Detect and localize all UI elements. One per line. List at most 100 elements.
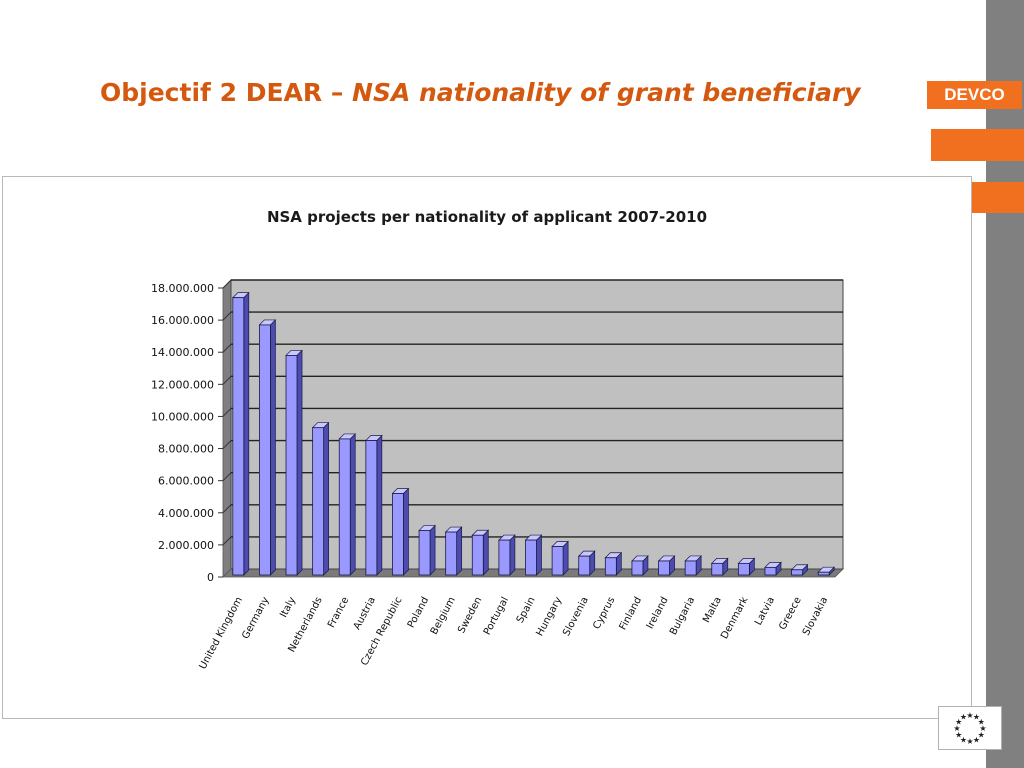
bar [817, 571, 830, 576]
chart-title: NSA projects per nationality of applican… [267, 208, 707, 226]
x-tick-label: Greece [777, 595, 803, 632]
x-tick-label: Ireland [645, 595, 671, 631]
bar-side [562, 540, 569, 576]
x-tick-label: Latvia [753, 595, 777, 627]
x-tick-label: Finland [618, 595, 644, 632]
y-tick-label: 8.000.000 [158, 443, 214, 456]
x-tick-label: Bulgaria [668, 595, 697, 637]
gridline-side [222, 536, 232, 546]
bar [631, 560, 644, 576]
x-tick-label: Portugal [482, 595, 511, 637]
chart-side-wall [222, 279, 232, 578]
x-tick-label: Belgium [429, 595, 458, 636]
bar-side [536, 534, 542, 576]
bar [365, 440, 378, 576]
slide-title-main: Objectif 2 DEAR – [100, 78, 353, 107]
x-tick-label: United Kingdom [198, 595, 245, 671]
bar-side [429, 524, 436, 576]
bar-side [296, 349, 303, 576]
bar [578, 555, 591, 576]
x-tick-label: Germany [240, 595, 271, 641]
bar-side [509, 534, 516, 576]
slide-title-italic: NSA nationality of grant beneficiary [352, 78, 861, 107]
chart-frame: NSA projects per nationality of applican… [2, 176, 972, 719]
bar [684, 560, 697, 576]
y-tick-label: 0 [207, 571, 214, 584]
bar [338, 438, 351, 576]
devco-badge: DEVCO [927, 81, 1022, 109]
eu-star-icon: ★ [966, 737, 973, 746]
bar-chart: NSA projects per nationality of applican… [151, 208, 844, 671]
gridline-side [222, 375, 232, 385]
x-tick-label: Hungary [534, 595, 564, 638]
y-tick-label: 12.000.000 [151, 378, 214, 391]
bar [711, 562, 724, 576]
eu-star-icon: ★ [973, 713, 980, 722]
bar [418, 530, 431, 576]
gridline-side [222, 343, 232, 353]
x-tick-label: Malta [701, 595, 724, 625]
x-tick-label: Poland [406, 595, 431, 630]
bar [525, 539, 537, 576]
bar [498, 539, 511, 576]
y-tick-label: 10.000.000 [151, 410, 214, 423]
bar [658, 560, 670, 576]
y-tick-label: 14.000.000 [151, 346, 214, 359]
bar [445, 531, 458, 576]
bar [232, 297, 245, 576]
x-tick-label: Slovakia [801, 595, 830, 637]
eu-stars-icon: ★ ★★★★★★★★★★★ [953, 711, 986, 746]
y-tick-label: 6.000.000 [158, 475, 214, 488]
eu-star-icon: ★ [955, 731, 962, 740]
x-tick-label: Italy [278, 595, 298, 619]
eu-star-icon: ★ [960, 735, 967, 744]
eu-star-icon: ★ [955, 718, 962, 727]
orange-decor-block-2 [970, 182, 1024, 213]
bar [392, 493, 404, 576]
chart-plot-area [230, 279, 844, 570]
x-tick-label: France [326, 595, 351, 630]
bar-side [270, 319, 276, 576]
bar [312, 427, 325, 576]
y-tick-label: 4.000.000 [158, 507, 214, 520]
gridline-side [222, 408, 232, 417]
eu-star-icon: ★ [973, 735, 980, 744]
bar-side [349, 433, 356, 576]
side-decor-bar [986, 0, 1024, 768]
bar-side [376, 434, 383, 576]
bar [764, 566, 777, 576]
x-tick-label: Spain [515, 595, 538, 625]
bar [471, 534, 484, 576]
eu-star-icon: ★ [960, 713, 967, 722]
eu-star-icon: ★ [978, 718, 985, 727]
y-tick-label: 16.000.000 [151, 314, 214, 327]
x-tick-label: Sweden [456, 595, 484, 635]
orange-decor-block-1 [931, 129, 1024, 161]
bar [285, 355, 298, 576]
x-tick-label: Slovenia [561, 595, 591, 638]
eu-star-icon: ★ [953, 724, 960, 733]
slide-title: Objectif 2 DEAR – NSA nationality of gra… [100, 78, 900, 107]
bar [604, 557, 617, 576]
eu-star-icon: ★ [966, 711, 973, 720]
bar [259, 324, 271, 576]
bar [551, 546, 564, 576]
bar [791, 569, 803, 576]
gridline-side [222, 311, 232, 321]
eu-logo: ★ ★ ★ ★ ★ ★ ★ ★ ★ ★ ★ ★ [938, 706, 1002, 750]
x-tick-label: Denmark [719, 595, 750, 641]
x-tick-label: Austria [352, 595, 378, 631]
y-tick-label: 2.000.000 [158, 539, 214, 552]
bar-side [243, 291, 250, 576]
bar [737, 562, 750, 576]
y-tick-label: 18.000.000 [151, 282, 214, 295]
bar-side [482, 529, 489, 576]
gridline-side [222, 440, 232, 449]
bar-side [456, 526, 463, 576]
gridline-side [222, 504, 232, 514]
gridline-side [222, 472, 232, 482]
bar-side [323, 421, 329, 576]
x-tick-label: Cyprus [591, 595, 617, 631]
eu-star-icon: ★ [978, 731, 985, 740]
eu-star-icon: ★ [979, 724, 986, 733]
